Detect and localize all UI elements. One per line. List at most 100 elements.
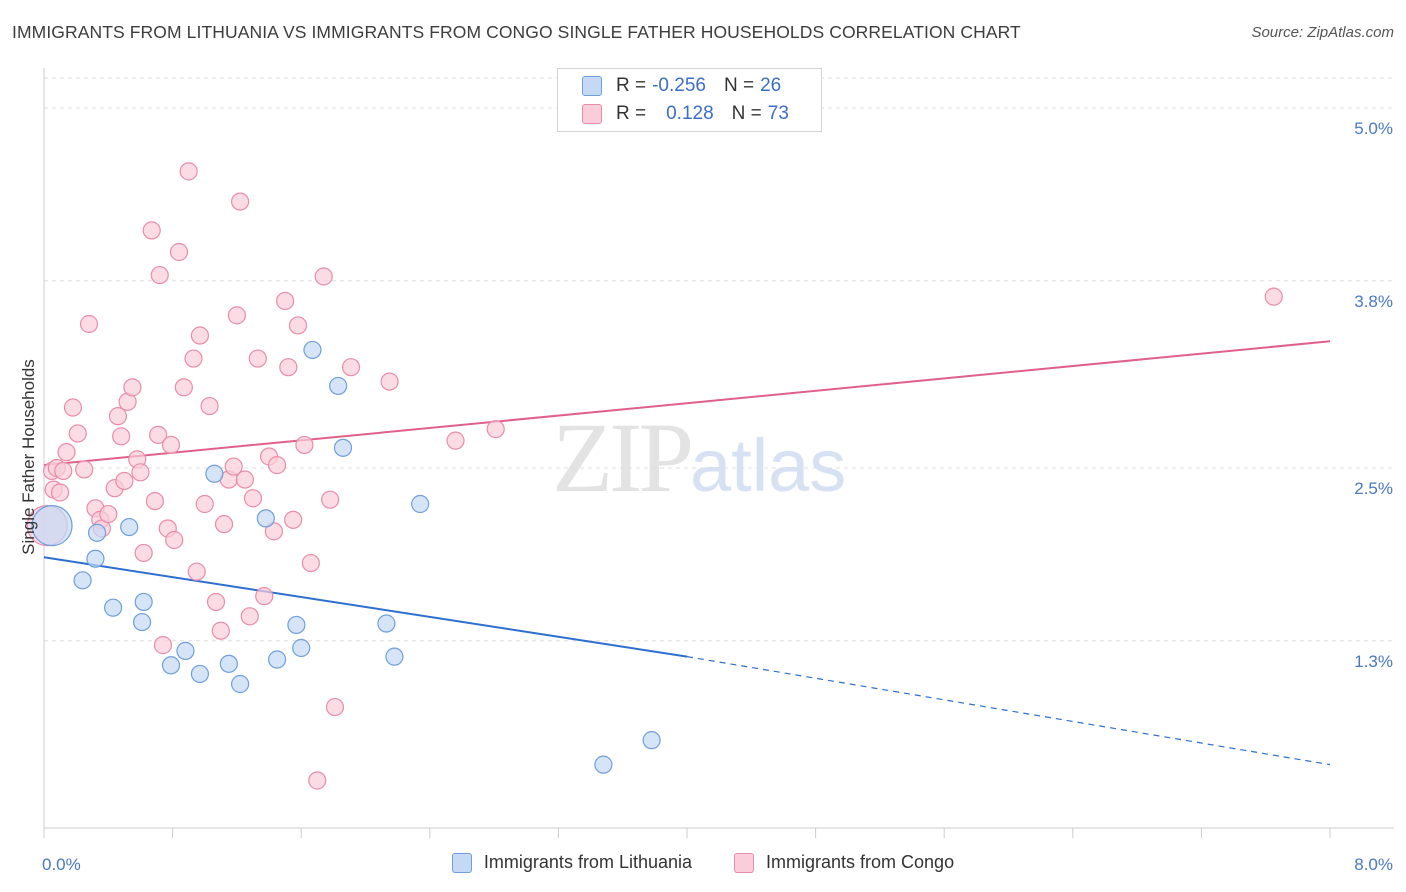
y-tick-label: 3.8% — [1354, 292, 1393, 311]
congo-point — [267, 456, 287, 475]
congo-point — [123, 378, 142, 397]
congo-point — [231, 192, 250, 211]
grid-lines — [44, 77, 1394, 642]
legend-n-value: 26 — [760, 75, 782, 96]
source-label: Source: ZipAtlas.com — [1251, 24, 1394, 41]
lithuania-swatch — [582, 76, 602, 96]
congo-point — [134, 543, 153, 563]
legend-r-label: R = — [616, 103, 647, 124]
lithuania-legend-label: Immigrants from Lithuania — [483, 852, 693, 872]
congo-swatch — [582, 104, 602, 124]
tick-labels: 1.3% 2.5% 3.8% 5.0% 0.0% 8.0% Single Father Ho… — [19, 119, 1393, 874]
congo-point — [149, 425, 168, 444]
congo-point — [50, 483, 70, 502]
congo-point — [79, 314, 99, 334]
congo-point — [321, 490, 340, 509]
lithuania-point — [303, 340, 322, 360]
congo-point — [446, 431, 465, 450]
congo-point — [174, 378, 193, 397]
congo-point — [206, 592, 226, 612]
stats-legend: R = -0.256 N = 26 R = 0.128 N = 73 — [557, 68, 822, 132]
congo-point — [112, 427, 131, 446]
lithuania-point — [267, 650, 287, 669]
congo-point — [187, 562, 206, 581]
congo-point — [75, 460, 94, 479]
watermark: ZIPatlas — [552, 400, 846, 515]
lithuania-trend-extension — [686, 656, 1331, 766]
lithuania-point — [256, 509, 275, 528]
congo-point — [486, 420, 505, 439]
congo-legend-swatch — [734, 852, 755, 873]
lithuania-point — [411, 494, 430, 514]
congo-point — [1264, 287, 1283, 306]
legend-row-congo: R = 0.128 N = 73 — [582, 102, 789, 126]
congo-trend-line — [43, 340, 1331, 467]
congo-point — [142, 221, 161, 240]
lithuania-point — [132, 612, 152, 632]
congo-point — [284, 510, 303, 529]
lithuania-point — [377, 614, 396, 633]
lithuania-point — [120, 517, 139, 537]
congo-point — [295, 435, 314, 455]
congo-point — [301, 553, 320, 573]
congo-point — [115, 471, 134, 491]
lithuania-point — [231, 674, 250, 694]
trend-lines — [43, 340, 1331, 766]
congo-point — [255, 587, 274, 606]
congo-point — [248, 349, 267, 368]
congo-point — [314, 267, 333, 286]
legend-r-label: R = — [616, 75, 647, 96]
congo-point — [200, 396, 219, 416]
congo-point — [190, 326, 210, 345]
lithuania-point — [87, 523, 107, 542]
congo-point — [108, 407, 128, 426]
lithuania-point — [161, 656, 181, 675]
legend-r-value: -0.256 — [652, 75, 706, 96]
axes — [43, 68, 1394, 838]
legend-item-congo[interactable]: Immigrants from Congo — [734, 852, 954, 873]
y-tick-label: 5.0% — [1354, 119, 1393, 138]
congo-point — [150, 265, 169, 285]
lithuania-point — [86, 549, 105, 568]
congo-point — [179, 162, 198, 181]
congo-point — [288, 316, 308, 335]
data-points — [26, 162, 1283, 790]
congo-point — [57, 443, 76, 462]
congo-point — [276, 291, 295, 311]
lithuania-point — [219, 654, 238, 673]
congo-point — [243, 489, 263, 508]
lithuania-point — [385, 647, 404, 666]
congo-point — [211, 621, 230, 640]
lithuania-point — [642, 731, 661, 750]
congo-point — [308, 771, 327, 790]
chart-title: IMMIGRANTS FROM LITHUANIA VS IMMIGRANTS … — [12, 22, 1021, 42]
y-tick-label: 2.5% — [1354, 479, 1393, 498]
lithuania-legend-swatch — [451, 852, 472, 873]
congo-point — [279, 358, 298, 377]
lithuania-trend-line — [43, 556, 688, 658]
legend-item-lithuania[interactable]: Immigrants from Lithuania — [451, 852, 693, 873]
lithuania-point — [205, 464, 224, 483]
congo-legend-label: Immigrants from Congo — [766, 852, 955, 872]
lithuania-point — [134, 592, 153, 612]
x-tick-label-start: 0.0% — [42, 855, 81, 874]
congo-point — [131, 463, 150, 482]
legend-n-label: N = — [731, 103, 762, 124]
lithuania-point — [594, 755, 613, 774]
lithuania-point — [329, 376, 348, 396]
congo-point — [224, 457, 243, 476]
legend-r-value: 0.128 — [666, 103, 714, 124]
congo-point — [145, 492, 165, 511]
congo-point — [195, 494, 214, 514]
congo-point — [341, 358, 361, 377]
y-tick-label: 1.3% — [1354, 652, 1393, 671]
legend-n-label: N = — [723, 75, 755, 96]
congo-point — [240, 607, 259, 626]
congo-point — [227, 306, 246, 325]
congo-point — [153, 636, 173, 655]
lithuania-point — [287, 615, 306, 635]
x-tick-label-end: 8.0% — [1354, 855, 1393, 874]
lithuania-point — [104, 598, 123, 617]
congo-point — [380, 372, 399, 391]
